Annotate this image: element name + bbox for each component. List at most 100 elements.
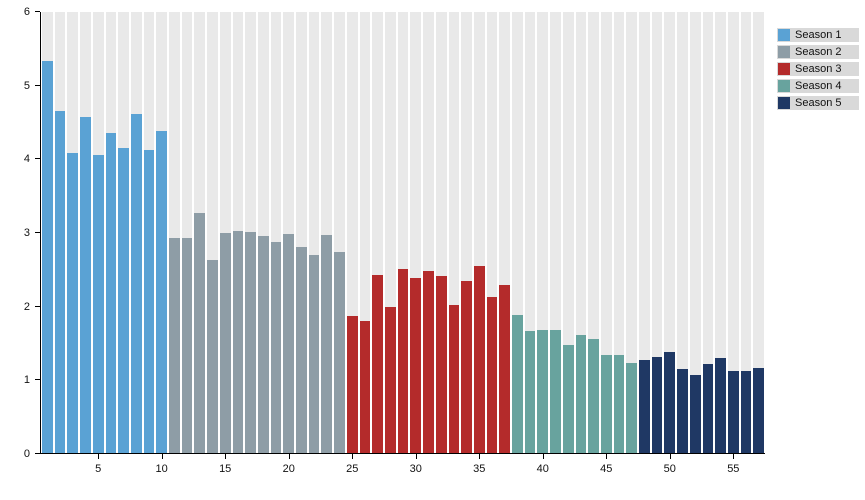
bar bbox=[499, 285, 511, 453]
bar-slot bbox=[549, 12, 562, 453]
background-stripe bbox=[359, 12, 371, 453]
background-stripe bbox=[524, 12, 536, 453]
bar bbox=[626, 362, 638, 453]
bar-slot bbox=[625, 12, 638, 453]
background-stripe bbox=[613, 12, 625, 453]
bar-slot: 30 bbox=[409, 12, 422, 475]
bar-slot: 25 bbox=[346, 12, 359, 475]
x-tick-mark bbox=[352, 454, 354, 459]
bar-slot bbox=[105, 12, 118, 453]
bar bbox=[423, 271, 434, 453]
background-stripe bbox=[626, 12, 638, 453]
bar-slot bbox=[244, 12, 257, 453]
background-stripe bbox=[372, 12, 383, 453]
bar bbox=[359, 320, 371, 453]
bar-slot bbox=[740, 12, 753, 453]
x-tick-label: 15 bbox=[219, 463, 232, 475]
background-stripe bbox=[753, 12, 765, 453]
background-stripe bbox=[689, 12, 701, 453]
x-tick-mark bbox=[225, 454, 227, 459]
background-stripe bbox=[715, 12, 726, 453]
bar-slot bbox=[257, 12, 270, 453]
background-stripe bbox=[562, 12, 574, 453]
bar bbox=[384, 307, 396, 453]
bar bbox=[321, 234, 333, 453]
bar-slot bbox=[232, 12, 245, 453]
bar bbox=[283, 233, 295, 453]
bar bbox=[639, 359, 650, 453]
bar bbox=[512, 314, 523, 453]
bar bbox=[410, 278, 422, 453]
bar bbox=[702, 364, 714, 453]
legend-label: Season 3 bbox=[795, 63, 842, 75]
bar-slot: 45 bbox=[600, 12, 613, 475]
bar bbox=[689, 375, 701, 453]
bar-slot bbox=[575, 12, 588, 453]
x-tick-mark bbox=[733, 454, 735, 459]
bar-slot bbox=[562, 12, 575, 453]
background-stripe bbox=[588, 12, 599, 453]
bar bbox=[372, 275, 383, 453]
background-stripe bbox=[512, 12, 523, 453]
x-tick-label: 40 bbox=[536, 463, 549, 475]
bar bbox=[92, 155, 104, 453]
background-stripe bbox=[257, 12, 269, 453]
x-tick-label: 5 bbox=[95, 463, 102, 475]
y-tick-mark bbox=[35, 453, 40, 454]
x-tick-label: 55 bbox=[727, 463, 740, 475]
bar-slot bbox=[587, 12, 600, 453]
x-tick-mark bbox=[288, 454, 290, 459]
bar-slot bbox=[193, 12, 206, 453]
background-stripe bbox=[537, 12, 549, 453]
plot-area: 5 10 15 20 25 30 35 40 45 50 55 bbox=[40, 12, 765, 475]
legend-label: Season 5 bbox=[795, 97, 842, 109]
bar-slot: 40 bbox=[536, 12, 549, 475]
bar-slot bbox=[371, 12, 384, 453]
background-stripe bbox=[423, 12, 434, 453]
x-tick-label: 50 bbox=[663, 463, 676, 475]
bar-slot bbox=[270, 12, 283, 453]
legend-label: Season 2 bbox=[795, 46, 842, 58]
background-stripe bbox=[448, 12, 460, 453]
legend-item: Season 5 bbox=[777, 96, 859, 110]
legend-item: Season 1 bbox=[777, 28, 859, 42]
bar-slot bbox=[498, 12, 511, 453]
bar-slot: 10 bbox=[155, 12, 168, 475]
bar bbox=[473, 265, 485, 453]
y-tick-label: 1 bbox=[23, 374, 30, 387]
bar bbox=[156, 131, 168, 453]
background-stripe bbox=[740, 12, 752, 453]
x-tick-label: 25 bbox=[346, 463, 359, 475]
bar bbox=[575, 334, 587, 453]
x-tick-mark bbox=[161, 454, 163, 459]
background-stripe bbox=[473, 12, 485, 453]
bar-slot: 35 bbox=[473, 12, 486, 475]
bar bbox=[448, 304, 460, 453]
bar-slot bbox=[41, 12, 54, 453]
bar bbox=[169, 237, 180, 453]
bar-slot bbox=[422, 12, 435, 453]
bar bbox=[219, 232, 231, 453]
bar-slot bbox=[143, 12, 156, 453]
bar bbox=[753, 368, 765, 453]
background-stripe bbox=[384, 12, 396, 453]
x-tick-mark bbox=[415, 454, 417, 459]
bar bbox=[677, 369, 688, 453]
bar-slot bbox=[524, 12, 537, 453]
bar bbox=[118, 147, 129, 453]
bar-slot bbox=[752, 12, 765, 453]
background-stripe bbox=[499, 12, 511, 453]
bar-slot bbox=[460, 12, 473, 453]
bar bbox=[245, 231, 256, 453]
bar bbox=[308, 254, 320, 453]
bar-slot bbox=[333, 12, 346, 453]
legend-item: Season 3 bbox=[777, 62, 859, 76]
background-stripe bbox=[283, 12, 295, 453]
legend-item: Season 4 bbox=[777, 79, 859, 93]
bar bbox=[346, 315, 358, 453]
bar bbox=[740, 370, 752, 453]
bar bbox=[715, 358, 726, 453]
legend-label: Season 4 bbox=[795, 80, 842, 92]
bar bbox=[207, 260, 218, 453]
bar-slot bbox=[66, 12, 79, 453]
